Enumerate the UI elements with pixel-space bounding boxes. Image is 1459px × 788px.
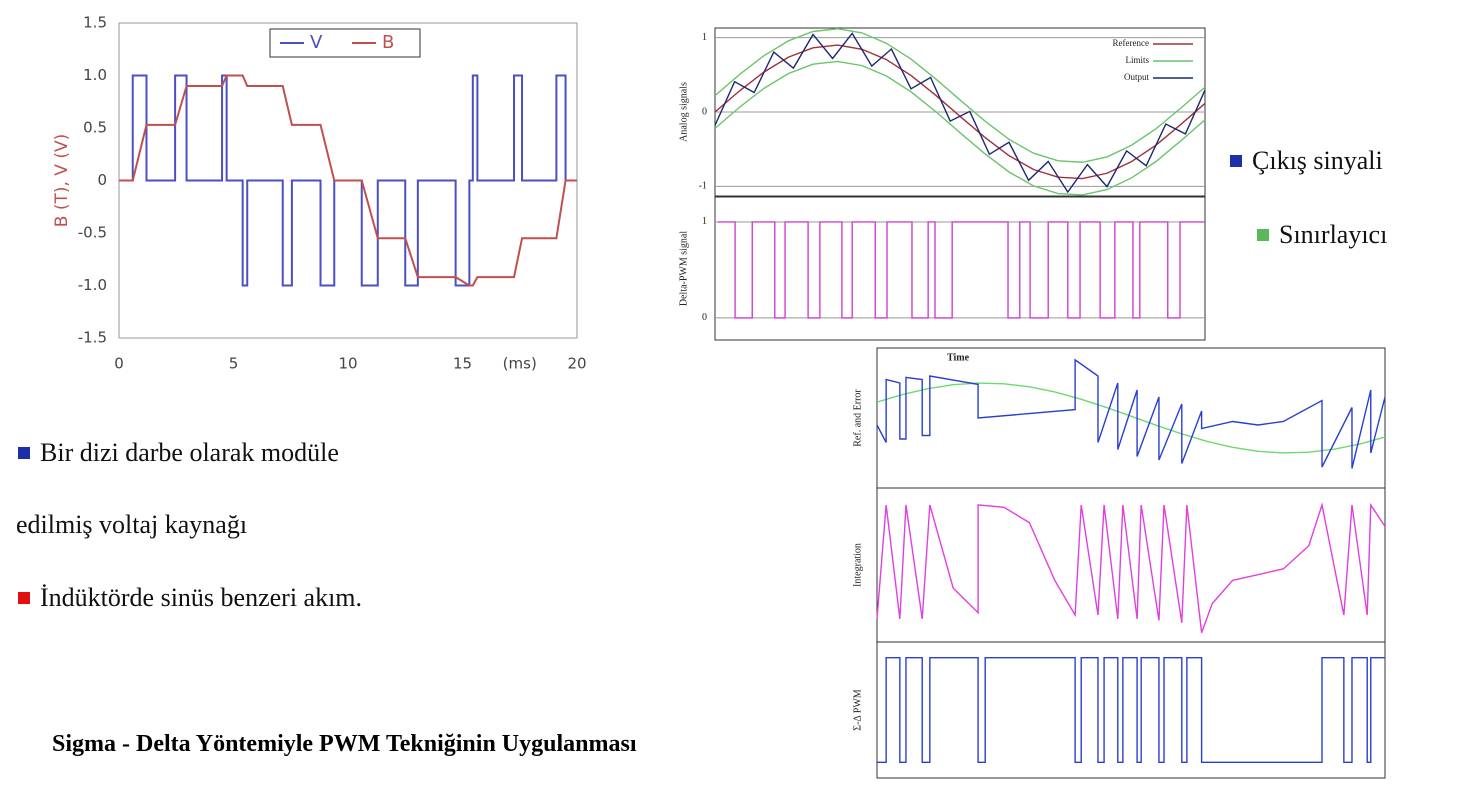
note-text: Sınırlayıcı xyxy=(1279,220,1388,249)
y-tick-label: 0 xyxy=(702,106,707,117)
plot-frame xyxy=(876,347,1386,489)
series-line xyxy=(119,74,577,287)
y-tick-label: 0.5 xyxy=(83,119,107,137)
note-text: Çıkış sinyali xyxy=(1252,146,1383,175)
y-tick-label: 0 xyxy=(97,171,107,189)
y-tick-label: 1.5 xyxy=(83,14,107,32)
legend-label: V xyxy=(310,32,323,53)
series-line xyxy=(876,382,1386,454)
x-tick-label: 10 xyxy=(338,355,357,373)
series-line xyxy=(714,60,1206,196)
bullet: edilmiş voltaj kaynağı xyxy=(16,510,247,540)
y-tick-label: 1 xyxy=(702,216,707,227)
bullet: İndüktörde sinüs benzeri akım. xyxy=(18,583,362,613)
side-note: Sınırlayıcı xyxy=(1257,220,1387,250)
bullet-square xyxy=(18,447,30,459)
y-tick-label: -1.0 xyxy=(78,276,107,294)
legend-label: Reference xyxy=(1113,38,1149,48)
side-note: Çıkış sinyali xyxy=(1230,146,1383,176)
x-tick-label: 5 xyxy=(229,355,239,373)
bullet: Bir dizi darbe olarak modüle xyxy=(18,438,339,468)
y-axis-label: Analog signals xyxy=(678,82,689,142)
bullet-square xyxy=(18,592,30,604)
annotation: Time xyxy=(947,352,970,363)
legend-label: Output xyxy=(1124,72,1150,82)
y-axis-label: Delta-PWM signal xyxy=(678,231,689,306)
y-tick-label: -0.5 xyxy=(78,224,107,242)
y-tick-label: 0 xyxy=(702,312,707,323)
y-tick-label: 1 xyxy=(702,32,707,43)
plot-frame xyxy=(876,641,1386,779)
y-axis-label: Integration xyxy=(852,543,863,587)
legend-label: B xyxy=(382,32,394,53)
bullet-text: Bir dizi darbe olarak modüle xyxy=(40,438,339,467)
y-tick-label: -1 xyxy=(699,181,707,192)
series-line xyxy=(714,28,1206,163)
x-unit-label: (ms) xyxy=(503,355,537,373)
note-square xyxy=(1257,229,1269,241)
bullet-text: İndüktörde sinüs benzeri akım. xyxy=(40,583,363,612)
legend-label: Limits xyxy=(1125,55,1149,65)
series-line xyxy=(876,358,1386,469)
x-tick-label: 15 xyxy=(453,355,472,373)
series-line xyxy=(714,32,1206,194)
plot-frame xyxy=(714,196,1206,341)
bullet-text: edilmiş voltaj kaynağı xyxy=(16,510,248,539)
y-axis-label: Ref. and Error xyxy=(852,389,863,447)
series-line xyxy=(717,221,1205,319)
y-axis-label: Σ-Δ PWM xyxy=(852,689,863,731)
series-line xyxy=(876,502,1386,633)
y-tick-label: -1.5 xyxy=(78,329,107,347)
caption: Sigma - Delta Yöntemiyle PWM Tekniğinin … xyxy=(52,731,637,757)
x-tick-label: 20 xyxy=(567,355,586,373)
y-tick-label: 1.0 xyxy=(83,66,107,84)
x-tick-label: 0 xyxy=(114,355,124,373)
series-line xyxy=(877,656,1385,764)
note-square xyxy=(1230,155,1242,167)
y-axis-label: B (T), V (V) xyxy=(52,134,72,227)
